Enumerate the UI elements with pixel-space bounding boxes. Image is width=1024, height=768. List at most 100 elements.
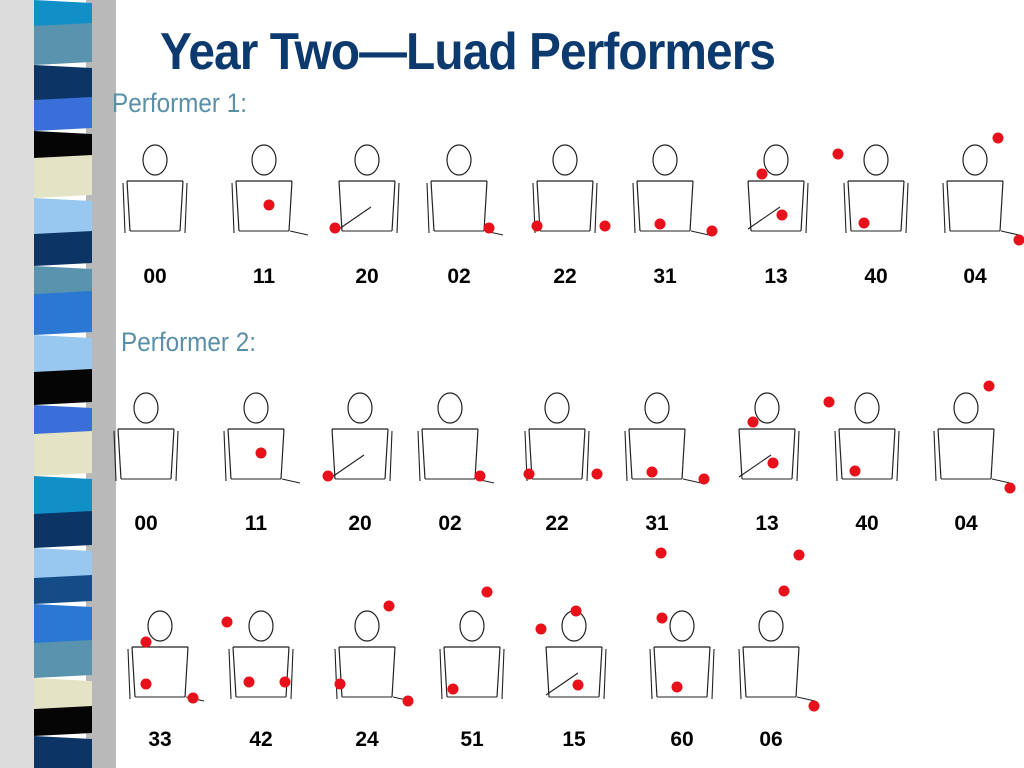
ball-dot: [322, 470, 334, 482]
ball-dot: [832, 148, 844, 160]
juggler-figure: [322, 392, 393, 482]
torso-right: [170, 428, 175, 480]
torso-right: [589, 180, 594, 232]
arm-left: [417, 430, 421, 482]
torso-left: [653, 646, 658, 698]
head-shape: [347, 392, 373, 424]
juggler-figure: [624, 392, 710, 485]
torso-left: [628, 428, 633, 480]
arm-left: [738, 648, 742, 700]
head-shape: [669, 610, 695, 642]
siteswap-code: 20: [348, 512, 372, 535]
torso-right: [990, 428, 995, 480]
torso-left: [946, 180, 951, 232]
ball-dot: [187, 692, 199, 704]
stripe-band: [34, 131, 92, 161]
torso-left: [131, 646, 136, 698]
siteswap-code: 31: [653, 265, 677, 288]
arm-right: [289, 230, 309, 236]
ball-dot: [756, 168, 768, 180]
stripe-band: [34, 369, 92, 405]
ball-dot: [747, 416, 759, 428]
torso-left: [545, 646, 550, 698]
torso-right: [689, 180, 694, 232]
torso-left: [338, 180, 343, 232]
arm-right: [991, 478, 1011, 484]
arm-right: [586, 430, 590, 482]
ball-dot: [793, 549, 805, 561]
siteswap-code: 02: [447, 265, 471, 288]
torso-right: [288, 180, 293, 232]
stripe-band: [34, 291, 92, 335]
ball-dot: [849, 465, 861, 477]
ball-dot: [483, 222, 495, 234]
siteswap-code: 22: [545, 512, 569, 535]
arm-left: [334, 648, 338, 700]
torso-left: [636, 180, 641, 232]
siteswap-code: 11: [252, 265, 276, 288]
arm-right: [290, 648, 294, 700]
stripe-band: [34, 604, 92, 646]
juggler-figure: [823, 392, 900, 482]
ball-dot: [531, 220, 543, 232]
head-shape: [544, 392, 570, 424]
torso-right: [384, 428, 389, 480]
juggler-figure: [523, 392, 603, 482]
siteswap-code: 60: [670, 728, 694, 751]
siteswap-code: 20: [355, 265, 379, 288]
siteswap-code: 31: [645, 512, 669, 535]
siteswap-code: 00: [143, 265, 167, 288]
arm-left: [338, 206, 372, 230]
ball-dot: [402, 695, 414, 707]
ball-dot: [263, 199, 275, 211]
torso-right: [496, 646, 501, 698]
arm-left: [632, 182, 636, 234]
stripe-band: [34, 640, 92, 678]
stripe-band: [34, 266, 92, 297]
ball-dot: [140, 636, 152, 648]
torso-right: [179, 180, 184, 232]
siteswap-code: 13: [755, 512, 779, 535]
head-shape: [459, 610, 485, 642]
torso-right: [184, 646, 189, 698]
ball-dot: [329, 222, 341, 234]
juggler-figure: [426, 144, 504, 236]
arm-left: [127, 648, 131, 700]
torso-left: [331, 428, 336, 480]
ball-dot: [1004, 482, 1016, 494]
juggler-figure: [439, 586, 505, 700]
siteswap-code: 00: [134, 512, 158, 535]
siteswap-code: 13: [764, 265, 788, 288]
torso-right: [999, 180, 1004, 232]
ball-dot: [823, 396, 835, 408]
ball-dot: [655, 547, 667, 559]
stripe-band: [34, 405, 92, 437]
head-shape: [437, 392, 463, 424]
head-shape: [446, 144, 472, 176]
torso-right: [483, 180, 488, 232]
juggler-figure: [747, 144, 809, 234]
ball-dot: [481, 586, 493, 598]
ball-dot: [767, 457, 779, 469]
juggler-figure: [223, 392, 301, 484]
juggler-figure: [738, 392, 800, 482]
torso-left: [738, 428, 743, 480]
arm-left: [834, 430, 838, 482]
stripe-band: [34, 97, 92, 131]
stripe-band: [34, 706, 92, 736]
juggler-figure: [531, 144, 611, 234]
torso-right: [280, 428, 285, 480]
torso-right: [598, 646, 603, 698]
juggler-figure: [113, 392, 179, 482]
head-shape: [248, 610, 274, 642]
ball-dot: [654, 218, 666, 230]
ball-dot: [1013, 234, 1024, 246]
ball-dot: [706, 225, 718, 237]
stripe-band: [34, 155, 92, 198]
juggler-figure: [832, 144, 909, 234]
arm-left: [747, 206, 781, 230]
torso-right: [681, 428, 686, 480]
ball-dot: [671, 681, 683, 693]
head-shape: [142, 144, 168, 176]
siteswap-code: 51: [460, 728, 484, 751]
